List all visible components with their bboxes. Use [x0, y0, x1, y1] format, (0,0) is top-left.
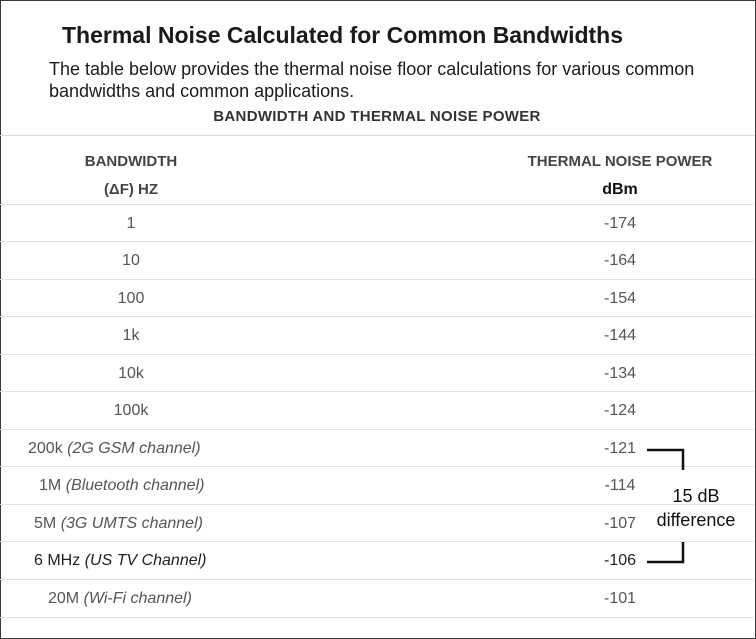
- column-header-bandwidth-label: BANDWIDTH: [84, 153, 178, 170]
- table-title: BANDWIDTH AND THERMAL NOISE POWER: [213, 108, 541, 125]
- noise-power-cell: -101: [603, 590, 637, 607]
- bandwidth-cell: 10k: [0, 355, 262, 392]
- bandwidth-value: 100: [117, 290, 145, 307]
- noise-power-cell: -107: [603, 515, 637, 532]
- bandwidth-value: 200k: [28, 440, 63, 457]
- application-note: (Bluetooth channel): [65, 477, 205, 494]
- bandwidth-cell: 6 MHz (US TV Channel): [34, 542, 207, 579]
- noise-power-cell: -114: [604, 477, 636, 494]
- bandwidth-cell: 100: [0, 280, 262, 317]
- column-header-bandwidth: BANDWIDTH (ΔF) HZ: [0, 148, 262, 204]
- bandwidth-value: 6 MHz: [34, 552, 81, 569]
- page-title: Thermal Noise Calculated for Common Band…: [62, 22, 624, 48]
- noise-power-cell: -134: [603, 365, 637, 382]
- column-header-noise-power-label: THERMAL NOISE POWER: [527, 153, 713, 170]
- column-header-noise-power: THERMAL NOISE POWER dBm: [500, 148, 740, 204]
- bandwidth-value: 1: [126, 215, 136, 232]
- bandwidth-cell: 10: [0, 242, 262, 279]
- row-divider: [0, 429, 754, 430]
- row-divider: [0, 391, 754, 392]
- bandwidth-cell: 1M (Bluetooth channel): [39, 467, 204, 504]
- bandwidth-value: 1k: [122, 327, 140, 344]
- table-row: 1 -174: [0, 205, 754, 242]
- row-divider: [0, 279, 754, 280]
- bandwidth-cell: 1k: [0, 317, 262, 354]
- row-divider: [0, 466, 754, 467]
- noise-power-cell: -154: [603, 290, 637, 307]
- bandwidth-cell: 1: [0, 205, 262, 242]
- table-row: 1k -144: [0, 317, 754, 354]
- bandwidth-value: 1M: [39, 477, 62, 494]
- table-row: 10k -134: [0, 355, 754, 392]
- row-divider: [0, 354, 754, 355]
- row-divider: [0, 504, 754, 505]
- table-top-divider: [0, 135, 754, 136]
- row-divider: [0, 617, 754, 618]
- noise-power-cell: -124: [603, 402, 637, 419]
- row-divider: [0, 541, 754, 542]
- application-note: (Wi-Fi channel): [83, 590, 192, 607]
- table-row: 1M (Bluetooth channel) -114: [0, 467, 754, 504]
- annotation-label: difference: [656, 510, 736, 530]
- row-divider: [0, 316, 754, 317]
- page-description: The table below provides the thermal noi…: [49, 59, 695, 101]
- difference-annotation: 15 dB difference: [646, 484, 746, 532]
- bandwidth-cell: 5M (3G UMTS channel): [34, 505, 203, 542]
- noise-power-cell: -121: [603, 440, 637, 457]
- bandwidth-cell: 200k (2G GSM channel): [28, 430, 201, 467]
- table-row: 6 MHz (US TV Channel) -106: [0, 542, 754, 579]
- noise-power-cell: -164: [603, 252, 637, 269]
- application-note: (US TV Channel): [84, 552, 207, 569]
- bandwidth-cell: 20M (Wi-Fi channel): [48, 580, 192, 617]
- noise-power-cell: -174: [603, 215, 637, 232]
- application-note: (3G UMTS channel): [60, 515, 203, 532]
- column-header-bandwidth-unit: (ΔF) HZ: [103, 181, 159, 198]
- bandwidth-value: 100k: [113, 402, 149, 419]
- table-row: 10 -164: [0, 242, 754, 279]
- noise-power-cell: -106: [603, 552, 637, 569]
- table-row: 20M (Wi-Fi channel) -101: [0, 580, 754, 617]
- application-note: (2G GSM channel): [67, 440, 201, 457]
- table-row: 5M (3G UMTS channel) -107: [0, 505, 754, 542]
- bracket-bottom-segment: [647, 542, 685, 564]
- row-divider: [0, 241, 754, 242]
- difference-bracket: [647, 448, 685, 564]
- table-row: 200k (2G GSM channel) -121: [0, 430, 754, 467]
- row-divider: [0, 204, 754, 205]
- annotation-value: 15 dB: [672, 486, 720, 506]
- bracket-top-segment: [647, 448, 685, 470]
- column-header-noise-power-unit: dBm: [602, 181, 638, 198]
- bandwidth-value: 10k: [118, 365, 144, 382]
- bandwidth-value: 20M: [48, 590, 80, 607]
- row-divider: [0, 579, 754, 580]
- bandwidth-value: 5M: [34, 515, 57, 532]
- bandwidth-value: 10: [122, 252, 140, 269]
- noise-power-cell: -144: [603, 327, 637, 344]
- table-row: 100k -124: [0, 392, 754, 429]
- table-row: 100 -154: [0, 280, 754, 317]
- bandwidth-cell: 100k: [0, 392, 262, 429]
